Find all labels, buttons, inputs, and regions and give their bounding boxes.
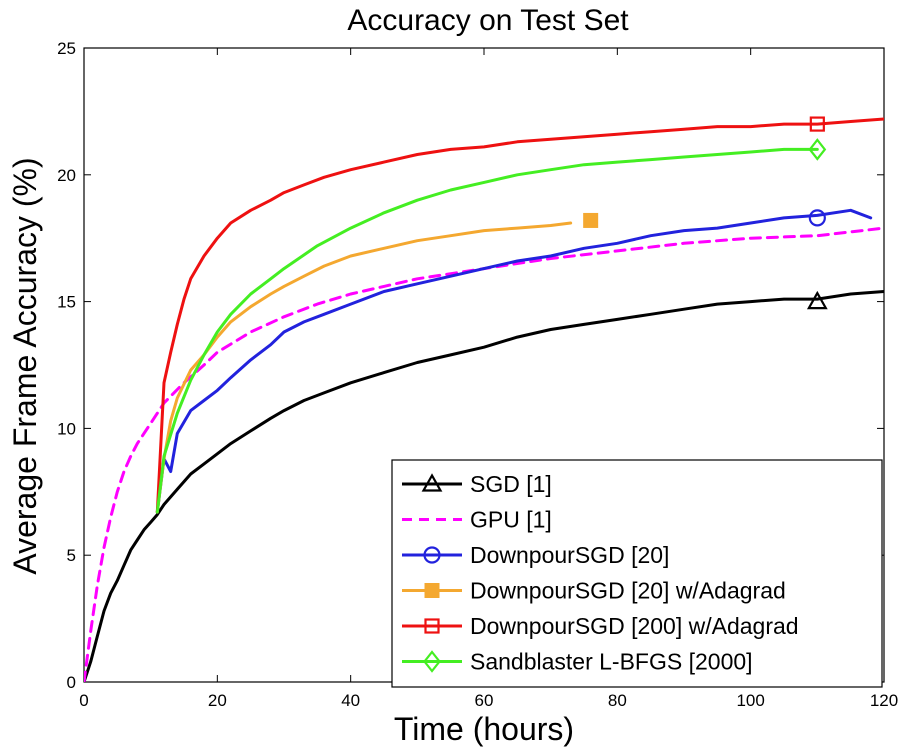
series-marker-2	[808, 209, 826, 227]
x-tick-label: 40	[341, 691, 360, 710]
y-tick-label: 0	[67, 673, 76, 692]
x-tick-label: 100	[736, 691, 764, 710]
legend-marker-5	[423, 650, 441, 673]
series-marker-3	[583, 212, 599, 228]
legend-marker-0	[421, 473, 443, 492]
y-tick-label: 10	[57, 419, 76, 438]
x-tick-label: 120	[870, 691, 898, 710]
x-axis-title: Time (hours)	[394, 711, 574, 747]
y-tick-label: 20	[57, 166, 76, 185]
series-line-4	[155, 117, 884, 514]
x-tick-label: 20	[208, 691, 227, 710]
legend-label-2: DownpourSGD [20]	[470, 542, 669, 568]
series-line-3	[155, 221, 573, 514]
series-lines	[84, 117, 884, 682]
legend-label-5: Sandblaster L-BFGS [2000]	[470, 649, 753, 675]
legend-marker-3	[424, 583, 440, 598]
series-marker-0	[806, 290, 828, 310]
series-line-5	[155, 147, 819, 514]
x-tick-label: 0	[79, 691, 88, 710]
legend-label-0: SGD [1]	[470, 471, 552, 497]
legend-label-4: DownpourSGD [200] w/Adagrad	[470, 613, 799, 639]
legend-box	[391, 459, 883, 688]
y-axis-title: Average Frame Accuracy (%)	[7, 157, 43, 574]
y-tick-label: 25	[57, 39, 76, 58]
series-marker-5	[808, 138, 827, 161]
series-marker-4	[809, 116, 825, 132]
legend-marker-4	[424, 618, 440, 634]
y-tick-label: 5	[67, 546, 76, 565]
x-tick-label: 60	[475, 691, 494, 710]
series-line-2	[155, 208, 873, 514]
legend-label-3: DownpourSGD [20] w/Adagrad	[470, 578, 786, 604]
y-tick-label: 15	[57, 293, 76, 312]
x-tick-label: 80	[608, 691, 627, 710]
legend-marker-2	[423, 546, 441, 564]
plot-area: 0 20 40 60 80 100 120 0 5 10 15 20 25	[57, 39, 898, 710]
legend-label-1: GPU [1]	[470, 507, 552, 533]
series-line-1	[84, 226, 884, 682]
series-line-0	[84, 290, 884, 682]
legend: SGD [1] GPU [1] DownpourSGD [20] DownpourSG…	[391, 459, 883, 688]
chart-title: Accuracy on Test Set	[347, 4, 629, 37]
